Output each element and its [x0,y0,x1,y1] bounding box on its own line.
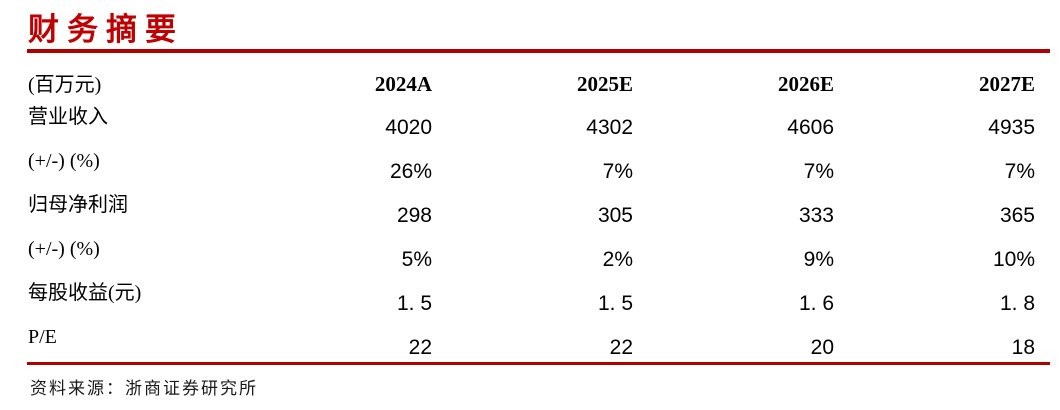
row-value: 7% [602,160,633,183]
row-value: 22 [609,336,633,359]
row-value: 333 [798,204,834,227]
row-value: 4302 [586,116,633,139]
table-row: (+/-) (%) 5% 2% 9% 10% [28,231,1035,275]
row-value: 365 [999,204,1035,227]
row-value: 18 [1011,336,1035,359]
column-header-2026e: 2026E [777,72,834,96]
row-value: 1. 5 [597,292,633,315]
row-label: 每股收益(元) [28,282,142,304]
column-header-2024a: 2024A [374,72,432,96]
row-value: 1. 5 [396,292,432,315]
row-label: 归母净利润 [28,194,128,216]
row-label: (+/-) (%) [28,150,100,172]
row-value: 10% [992,248,1035,271]
row-value: 9% [803,248,834,271]
table-row: 每股收益(元) 1. 5 1. 5 1. 6 1. 8 [28,275,1035,319]
row-value: 22 [408,336,432,359]
column-header-2025e: 2025E [576,72,633,96]
table-row: 营业收入 4020 4302 4606 4935 [28,99,1035,143]
row-label: P/E [28,326,57,348]
source-note: 资料来源：浙商证券研究所 [30,379,258,398]
row-value: 4020 [385,116,432,139]
row-value: 305 [597,204,633,227]
row-value: 20 [810,336,834,359]
row-value: 298 [396,204,432,227]
row-value: 7% [1004,160,1035,183]
row-label: (+/-) (%) [28,238,100,260]
row-value: 5% [401,248,432,271]
row-value: 1. 6 [798,292,834,315]
table-row: (+/-) (%) 26% 7% 7% 7% [28,143,1035,187]
column-header-2027e: 2027E [978,72,1035,96]
row-value: 26% [389,160,432,183]
row-value: 4606 [787,116,834,139]
row-value: 7% [803,160,834,183]
row-value: 1. 8 [999,292,1035,315]
table-bottom-rule [27,362,1050,365]
unit-label: (百万元) [28,74,102,96]
financial-summary-table: (百万元) 2024A 2025E 2026E 2027E 营业收入 4020 43… [28,60,1035,363]
row-value: 4935 [988,116,1035,139]
table-header-row: (百万元) 2024A 2025E 2026E 2027E [28,60,1035,99]
row-value: 2% [602,248,633,271]
row-label: 营业收入 [28,106,108,128]
table-row: P/E 22 22 20 18 [28,319,1035,363]
table-row: 归母净利润 298 305 333 365 [28,187,1035,231]
section-title: 财务摘要 [28,12,184,47]
title-divider-rule [27,49,1050,53]
